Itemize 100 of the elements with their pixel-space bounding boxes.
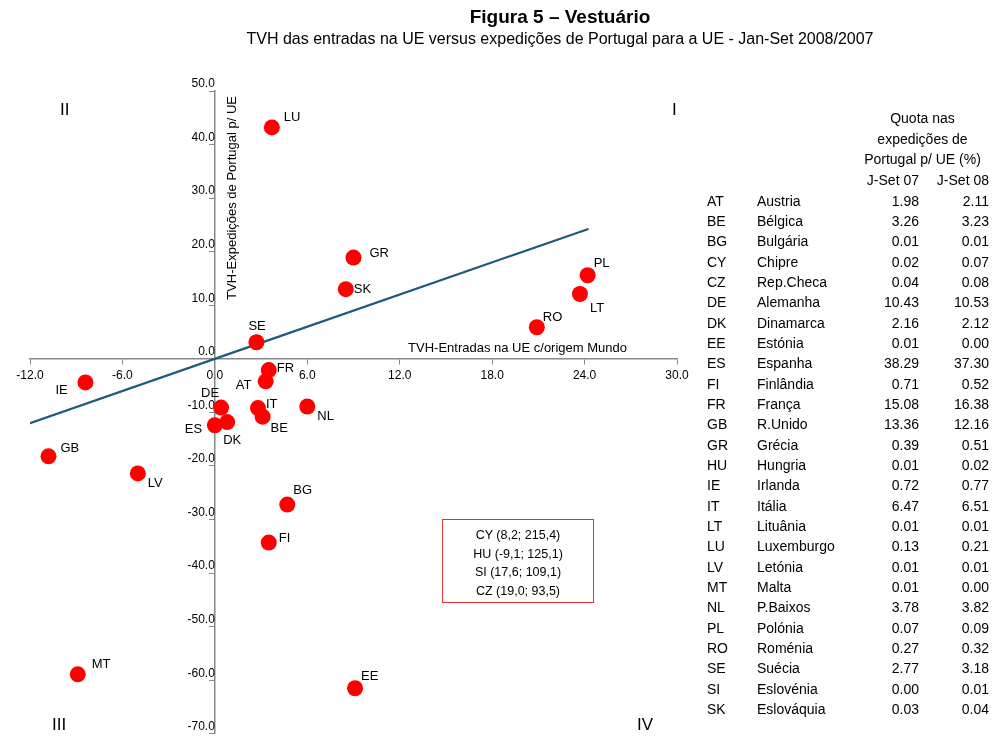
text: 10.53: [952, 293, 989, 313]
text: Alemanha: [757, 293, 822, 313]
text: 0.01: [890, 333, 919, 353]
text: Finlândia: [757, 374, 815, 394]
series-label: GB: [60, 439, 80, 455]
text: 0.21: [960, 537, 989, 557]
text: 2.12: [960, 313, 989, 333]
text: 1.98: [890, 191, 919, 211]
series-label: LV: [147, 475, 164, 491]
y-tick-label: 40.0: [191, 129, 216, 144]
text: SE: [706, 659, 727, 679]
text: GR: [706, 435, 729, 455]
text: R.Unido: [757, 415, 809, 435]
x-tick-label: -6.0: [112, 368, 134, 383]
text: HU: [706, 456, 729, 475]
annotation: HU (-9,1; 125,1): [472, 545, 564, 563]
series-label: IT: [265, 395, 278, 411]
text: BE: [706, 211, 727, 231]
text: Lituânia: [757, 517, 808, 536]
y-tick-label: -40.0: [187, 558, 216, 573]
series-label: BE: [270, 420, 289, 436]
text: IT: [706, 496, 721, 516]
text: Letónia: [757, 557, 804, 577]
chart-subtitle: TVH das entradas na UE versus expedições de Portugal para a UE - Jan-Set 2008/2007: [245, 30, 875, 48]
text: 0.01: [890, 557, 919, 577]
text: 0.72: [890, 476, 919, 496]
text: 0.01: [960, 557, 989, 577]
x-tick-label: 6.0: [298, 368, 316, 383]
text: BG: [706, 232, 729, 252]
text: 0.27: [890, 639, 919, 659]
text: CY: [706, 252, 728, 272]
text: Eslovénia: [757, 679, 819, 699]
text: 38.29: [882, 354, 919, 374]
text: 0.09: [960, 618, 989, 638]
text: SK: [706, 700, 727, 720]
series-label: SE: [248, 317, 267, 333]
text: 0.01: [890, 232, 919, 252]
text: 0.39: [890, 435, 919, 455]
text: Luxemburgo: [757, 537, 836, 557]
text: 0.01: [890, 578, 919, 598]
text: 0.13: [890, 537, 919, 557]
text: 0.32: [960, 639, 989, 659]
series-label: LT: [589, 299, 605, 315]
text: Rep.Checa: [757, 272, 829, 292]
text: MT: [706, 578, 729, 598]
text: 0.00: [960, 333, 989, 353]
text: 0.03: [890, 700, 919, 720]
text: 0.01: [960, 679, 989, 699]
text: 0.01: [960, 232, 989, 252]
text: 13.36: [882, 415, 919, 435]
series-label: IE: [55, 381, 69, 397]
annotation: SI (17,6; 109,1): [473, 564, 563, 581]
text: Austria: [757, 191, 802, 211]
series-label: SK: [353, 280, 372, 296]
chart-title: Figura 5 – Vestuário: [468, 6, 652, 28]
text: Malta: [757, 578, 793, 598]
text: 3.26: [890, 211, 919, 231]
x-tick-label: -12.0: [16, 368, 44, 383]
text: 0.00: [960, 578, 989, 598]
series-label: FR: [276, 359, 295, 375]
y-tick-label: 30.0: [191, 183, 216, 198]
text: 0.04: [890, 272, 919, 292]
text: Quota nas expedições de Portugal p/ UE (%): [863, 109, 982, 169]
text: 2.11: [961, 191, 989, 211]
text: DK: [706, 313, 728, 333]
series-label: MT: [91, 655, 111, 671]
y-tick-label: -30.0: [187, 504, 216, 519]
series-label: ES: [184, 420, 203, 436]
series-label: AT: [235, 376, 252, 392]
annotation: II: [60, 100, 70, 120]
text: 2.16: [890, 313, 919, 333]
text: IE: [706, 476, 722, 496]
text: 12.16: [952, 415, 989, 435]
series-label: RO: [542, 308, 563, 324]
text: 16.38: [952, 394, 989, 414]
text: França: [757, 394, 802, 414]
text: 3.82: [960, 598, 989, 618]
text: 0.07: [890, 618, 919, 638]
x-tick-label: 30.0: [665, 368, 689, 383]
text: FI: [706, 374, 721, 394]
text: 3.18: [960, 659, 989, 679]
y-tick-label: -20.0: [187, 451, 216, 466]
text: Roménia: [757, 639, 815, 659]
text: DE: [706, 293, 728, 313]
text: Irlanda: [757, 476, 801, 496]
series-label: GR: [369, 245, 389, 261]
text: Grécia: [757, 435, 800, 455]
text: CZ: [706, 272, 727, 292]
text: P.Baixos: [757, 598, 812, 618]
series-label: DK: [223, 431, 242, 447]
text: Estónia: [757, 333, 805, 353]
text: 0.00: [890, 679, 919, 699]
text: 0.02: [890, 252, 919, 272]
text: AT: [706, 191, 725, 211]
text: LT: [706, 517, 724, 536]
series-label: LU: [283, 109, 301, 124]
annotation: I: [672, 100, 677, 120]
text: 0.01: [890, 517, 919, 536]
series-label: PL: [593, 254, 610, 270]
y-axis-title: TVH-Expedições de Portugal p/ UE: [224, 95, 240, 300]
